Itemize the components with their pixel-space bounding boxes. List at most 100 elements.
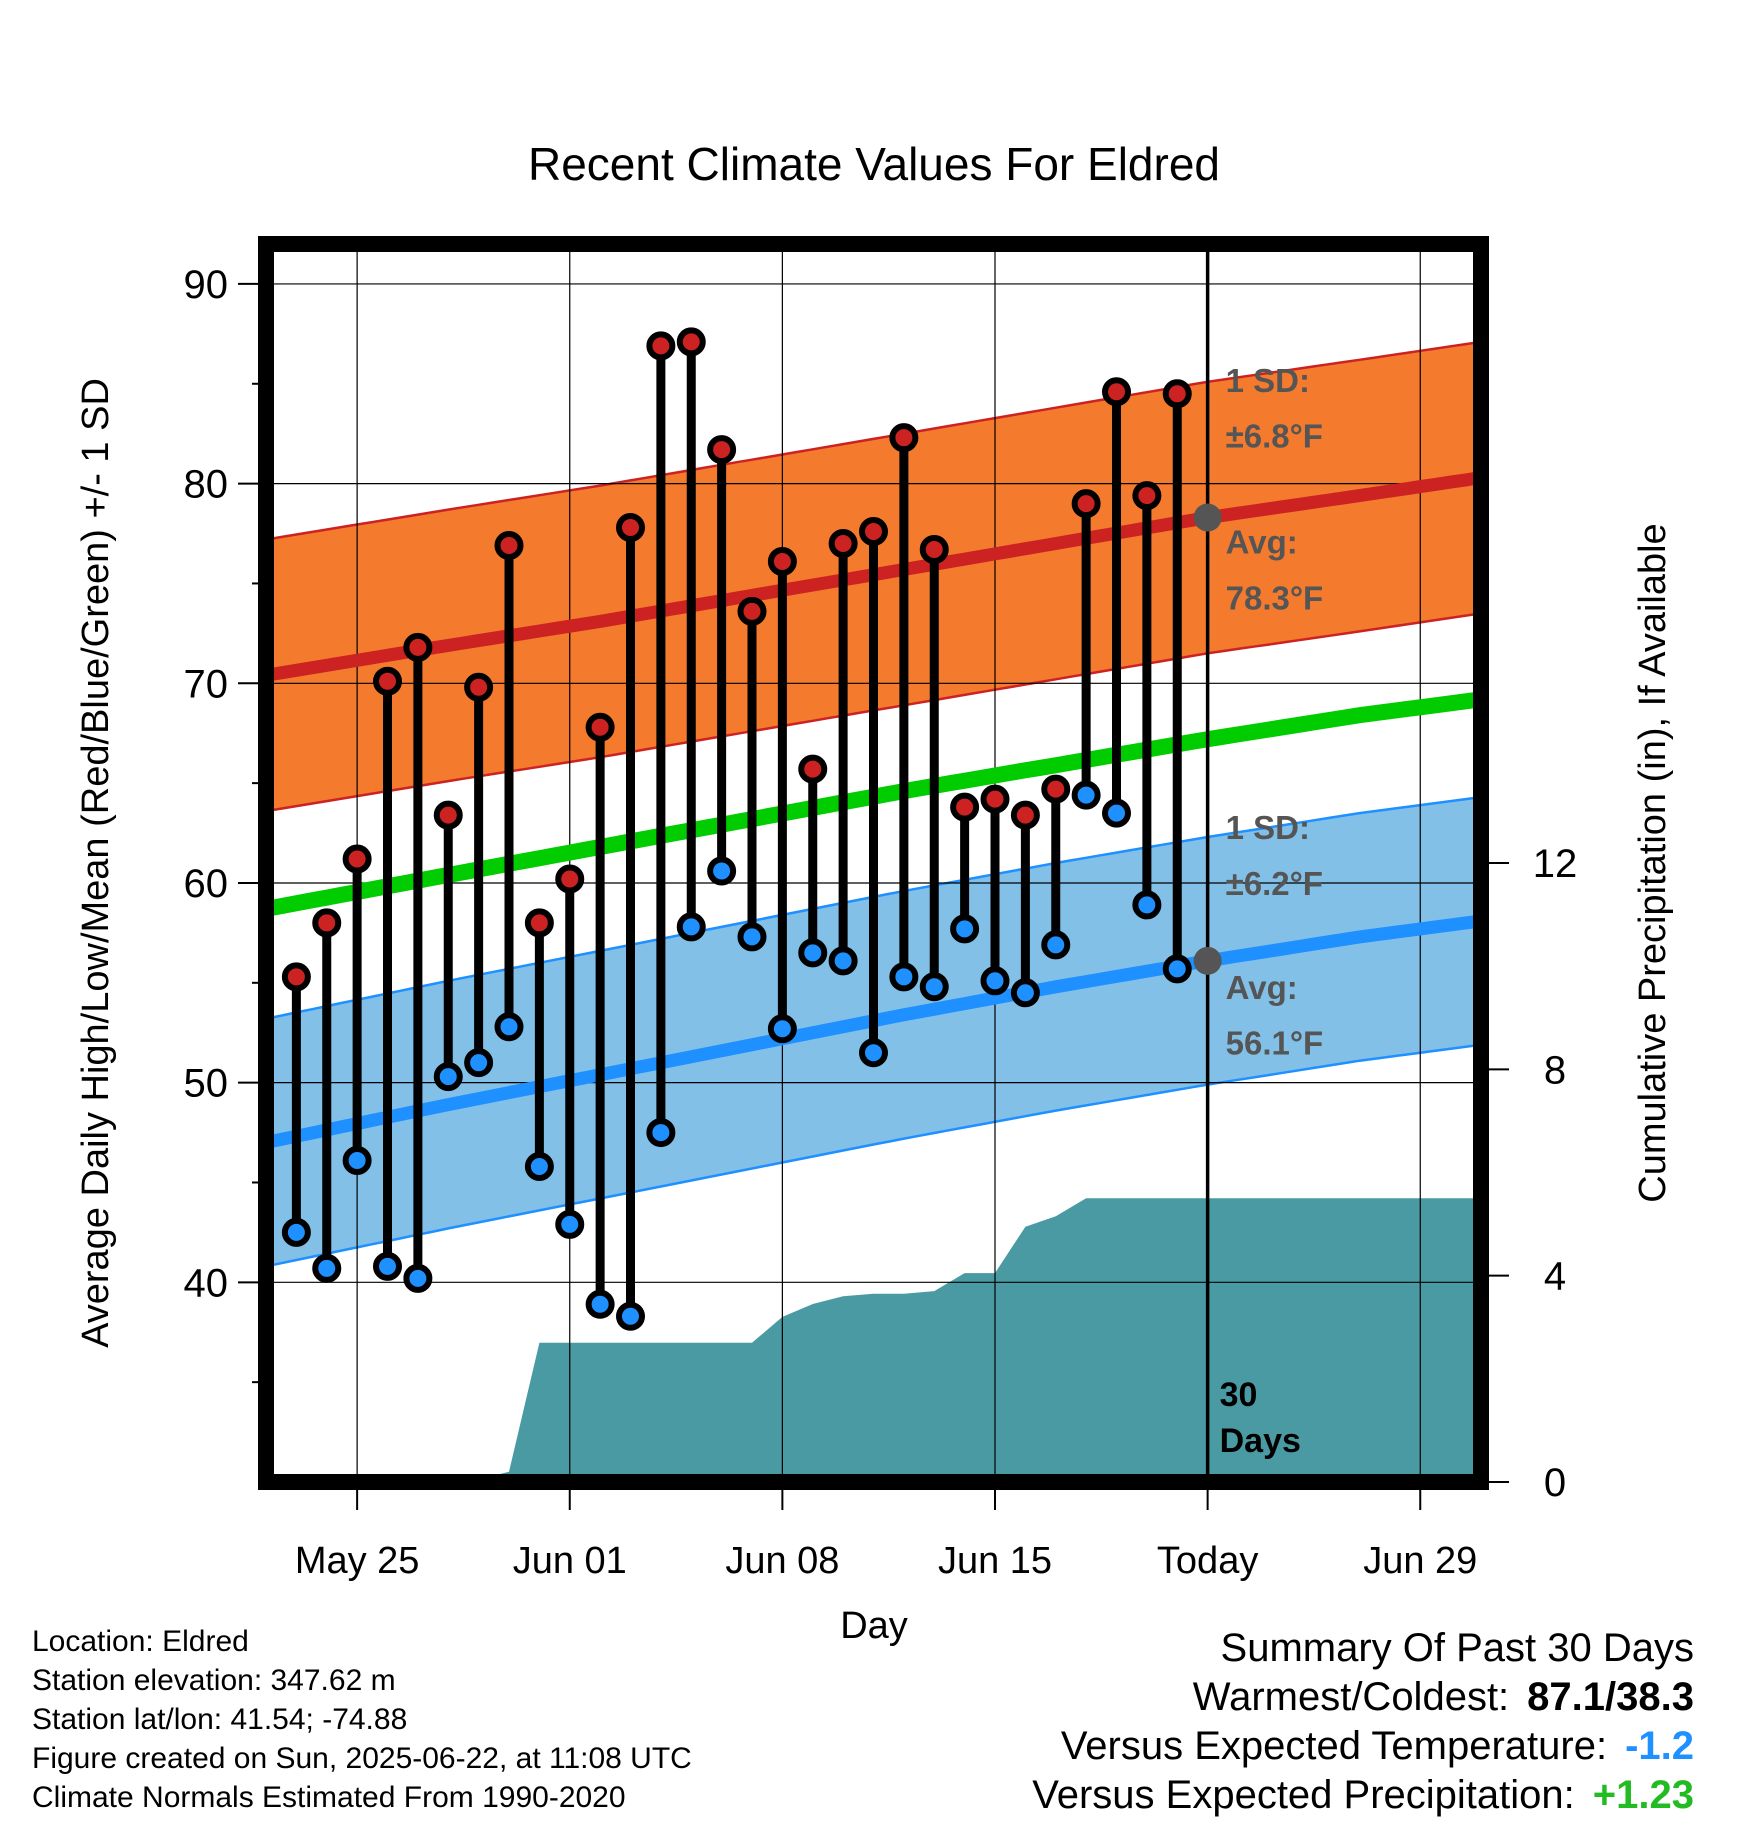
daily-high-point: [585, 712, 615, 742]
daily-low-point: [1010, 978, 1040, 1008]
daily-low-point: [342, 1146, 372, 1176]
daily-low-point: [1071, 780, 1101, 810]
daily-high-point: [616, 513, 645, 543]
daily-low-point: [919, 972, 949, 1002]
daily-high-point: [950, 792, 980, 822]
daily-low-point: [616, 1301, 645, 1331]
daily-high-point: [1071, 489, 1101, 519]
normals-text: Climate Normals Estimated From 1990-2020: [32, 1781, 626, 1814]
daily-high-point: [798, 754, 828, 784]
x-tick-label: Jun 29: [1363, 1540, 1477, 1582]
daily-high-point: [707, 435, 737, 465]
y-tick-label: 90: [184, 263, 229, 307]
high-sd-upper-edge: [266, 340, 1481, 541]
y2-tick-label: 4: [1544, 1255, 1566, 1299]
daily-low-point: [555, 1209, 585, 1239]
daily-high-point: [737, 596, 767, 626]
daily-low-point: [767, 1014, 797, 1044]
daily-low-point: [798, 938, 828, 968]
low-sd-lower-edge: [266, 1043, 1481, 1268]
warmest-coldest-value: 87.1/38.3: [1527, 1675, 1694, 1719]
x-tick-label: Jun 08: [725, 1540, 839, 1582]
daily-high-point: [828, 529, 858, 559]
y2-tick-label: 0: [1544, 1461, 1566, 1505]
low-avg-label: Avg:: [1226, 969, 1298, 1006]
daily-low-point: [1102, 798, 1131, 828]
high-sd-label: 1 SD:: [1226, 362, 1310, 399]
low-avg-value: 56.1°F: [1226, 1025, 1324, 1062]
days-word-label: Days: [1220, 1422, 1301, 1460]
y2-axis-label: Cumulative Precipitation (in), If Availa…: [1632, 523, 1674, 1202]
daily-high-point: [889, 423, 919, 453]
low-sd-value: ±6.2°F: [1226, 865, 1323, 902]
daily-high-point: [403, 632, 433, 662]
y-tick-label: 40: [184, 1261, 229, 1305]
daily-high-point: [524, 908, 554, 938]
daily-high-point: [646, 331, 676, 361]
expected-temp-value: -1.2: [1625, 1724, 1694, 1768]
x-tick-label: May 25: [295, 1540, 420, 1582]
daily-low-point: [889, 962, 919, 992]
summary-temperature: Versus Expected Temperature: -1.2: [1032, 1722, 1694, 1771]
daily-high-point: [1162, 379, 1192, 409]
daily-high-point: [1102, 377, 1131, 407]
summary-precipitation: Versus Expected Precipitation: +1.23: [1032, 1771, 1694, 1820]
high-sd-value: ±6.8°F: [1226, 418, 1323, 455]
daily-low-point: [403, 1263, 433, 1293]
station-info: Location: Eldred Station elevation: 347.…: [32, 1622, 692, 1817]
y2-tick-label: 12: [1533, 842, 1578, 886]
elevation-text: Station elevation: 347.62 m: [32, 1664, 396, 1697]
chart-title: Recent Climate Values For Eldred: [528, 138, 1220, 190]
daily-high-point: [1132, 481, 1162, 511]
daily-low-point: [950, 914, 980, 944]
high-avg-label: Avg:: [1226, 524, 1298, 561]
today-normal-high-marker: [1193, 503, 1222, 532]
low-sd-label: 1 SD:: [1226, 809, 1310, 846]
summary-heading: Summary Of Past 30 Days: [1220, 1626, 1694, 1670]
expected-precip-label: Versus Expected Precipitation:: [1032, 1773, 1575, 1817]
daily-high-point: [1010, 800, 1040, 830]
plot-area: [266, 244, 1481, 1482]
daily-low-point: [737, 922, 767, 952]
daily-low-point: [281, 1217, 311, 1247]
daily-high-point: [433, 800, 463, 830]
y-tick-label: 80: [184, 463, 229, 507]
daily-low-point: [373, 1251, 402, 1281]
daily-high-point: [373, 666, 402, 696]
y-tick-label: 50: [184, 1062, 229, 1106]
y-axis-label: Average Daily High/Low/Mean (Red/Blue/Gr…: [75, 378, 117, 1348]
days-count-label: 30: [1220, 1376, 1258, 1414]
daily-low-point: [524, 1152, 554, 1182]
x-tick-label: Jun 15: [938, 1540, 1052, 1582]
daily-low-point: [1162, 954, 1192, 984]
daily-high-point: [494, 531, 524, 561]
daily-low-point: [676, 912, 706, 942]
expected-precip-value: +1.23: [1592, 1773, 1694, 1817]
warmest-coldest-label: Warmest/Coldest:: [1192, 1675, 1510, 1719]
daily-high-point: [980, 784, 1010, 814]
daily-low-point: [828, 946, 858, 976]
daily-high-point: [464, 672, 494, 702]
daily-high-point: [281, 962, 311, 992]
created-text: Figure created on Sun, 2025-06-22, at 11…: [32, 1742, 692, 1775]
daily-high-point: [919, 535, 949, 565]
y-tick-label: 70: [184, 662, 229, 706]
daily-high-point: [859, 517, 888, 547]
latlon-text: Station lat/lon: 41.54; -74.88: [32, 1703, 408, 1736]
daily-low-point: [707, 856, 737, 886]
daily-low-point: [433, 1062, 463, 1092]
y-tick-label: 60: [184, 862, 229, 906]
daily-low-point: [494, 1012, 524, 1042]
daily-low-point: [646, 1118, 676, 1148]
daily-low-point: [980, 966, 1010, 996]
daily-low-point: [585, 1289, 615, 1319]
daily-low-point: [312, 1253, 342, 1283]
daily-high-point: [1041, 774, 1071, 804]
daily-high-point: [555, 864, 585, 894]
x-tick-label: Jun 01: [513, 1540, 627, 1582]
today-normal-low-marker: [1193, 946, 1222, 975]
summary-panel: Summary Of Past 30 Days Warmest/Coldest:…: [1032, 1624, 1694, 1820]
y2-tick-label: 8: [1544, 1048, 1566, 1092]
summary-warmest-coldest: Warmest/Coldest: 87.1/38.3: [1032, 1673, 1694, 1722]
